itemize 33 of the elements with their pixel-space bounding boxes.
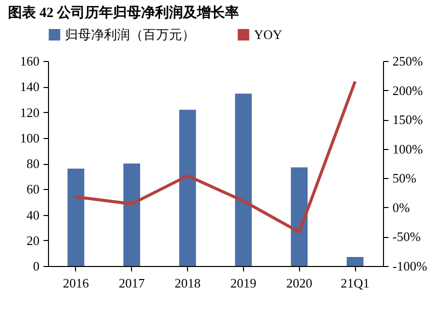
- y2-tick-label: 0%: [392, 200, 410, 215]
- bar: [235, 94, 252, 266]
- y2-tick-label: 50%: [392, 170, 416, 186]
- y-tick-label: 140: [20, 79, 40, 94]
- y2-tick-label: 100%: [392, 141, 423, 156]
- y-tick-label: 60: [26, 182, 40, 197]
- y-tick-label: 160: [20, 54, 40, 68]
- x-tick-label: 2016: [62, 276, 90, 290]
- y-tick-label: 0: [33, 258, 40, 274]
- y-tick-label: 100: [20, 130, 40, 146]
- x-tick-label: 2017: [118, 276, 146, 290]
- y2-tick-label: 150%: [392, 112, 423, 128]
- x-tick-label: 2020: [286, 276, 312, 290]
- bar: [179, 110, 196, 266]
- chart-title: 图表 42 公司历年归母净利润及增长率: [8, 4, 239, 21]
- bar: [68, 168, 84, 266]
- legend-label: YOY: [254, 26, 283, 42]
- bar: [123, 164, 140, 266]
- bar: [290, 167, 308, 266]
- legend-label: 归母净利润（百万元）: [65, 26, 195, 42]
- bar: [346, 257, 364, 266]
- y-tick-label: 20: [26, 232, 40, 248]
- y-tick-label: 80: [26, 156, 40, 171]
- x-tick-label: 2018: [174, 276, 201, 290]
- y2-tick-label: 200%: [392, 82, 423, 98]
- y-tick-label: 120: [20, 104, 40, 120]
- y-tick-label: 40: [26, 207, 40, 222]
- y2-tick-label: 250%: [392, 54, 423, 68]
- x-tick-label: 2019: [230, 276, 256, 290]
- line-series: [74, 80, 357, 234]
- x-tick-label: 21Q1: [340, 276, 370, 290]
- y2-tick-label: -50%: [392, 229, 421, 244]
- y2-tick-label: -100%: [392, 258, 428, 274]
